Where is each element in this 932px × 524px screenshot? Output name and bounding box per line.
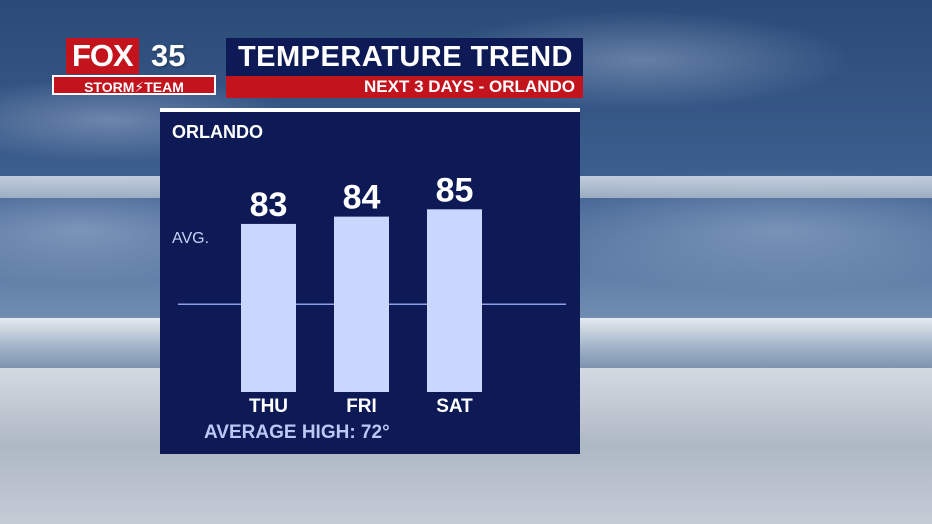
bar-value-label: 84 [343, 179, 381, 217]
bar-fri [334, 216, 389, 392]
category-tick-label: THU [249, 396, 288, 417]
avg-line-label: AVG. [172, 230, 210, 247]
bar-value-label: 85 [436, 171, 474, 209]
bar-value-label: 83 [250, 186, 288, 224]
bar-thu [241, 223, 296, 392]
category-tick-label: FRI [346, 396, 377, 417]
bar-sat [427, 209, 482, 392]
category-tick-label: SAT [436, 396, 473, 417]
bar-chart: 83 THU 84 FRI 85 SAT [178, 171, 566, 417]
logo-fox-text: FOX [66, 38, 139, 74]
chart-panel: ORLANDO AVG. 83 THU 84 FRI 85 SAT AVERAGE HIG… [160, 108, 580, 454]
page-subtitle: NEXT 3 DAYS - ORLANDO [226, 76, 583, 98]
logo-number: 35 [151, 38, 186, 73]
page-title: TEMPERATURE TREND [226, 38, 583, 76]
logo-storm-team: STORM⚡TEAM [52, 75, 216, 95]
average-high-footer: AVERAGE HIGH: 72° [204, 422, 390, 443]
city-label: ORLANDO [172, 122, 263, 142]
fox35-logo: FOX 35 STORM⚡TEAM [51, 38, 221, 98]
